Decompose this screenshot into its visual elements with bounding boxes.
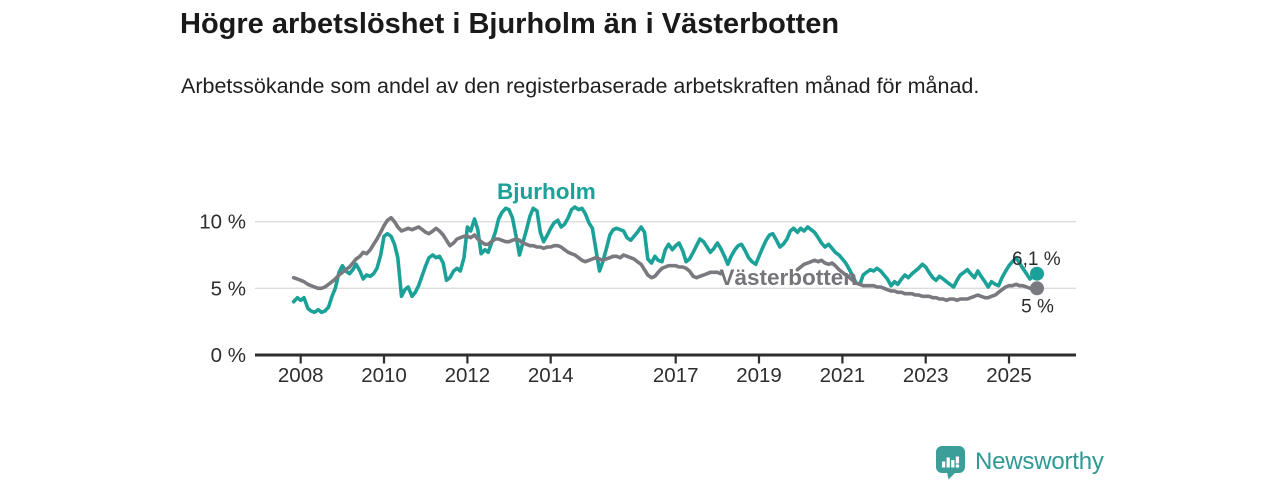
unemployment-line-chart: 2008 2010 2012 2014 2017 2019 2021 2023 2025 0 % 5… — [199, 179, 1076, 387]
page-title: Högre arbetslöshet i Bjurholm än i Väste… — [180, 8, 840, 40]
vasterbotten-line-segment-1 — [291, 215, 723, 291]
x-tick-label: 2008 — [278, 364, 324, 387]
x-tick-label: 2010 — [361, 364, 407, 387]
bjurholm-end-dot — [1030, 266, 1044, 281]
chart-subtitle: Arbetssökande som andel av den registerb… — [181, 74, 980, 98]
bjurholm-end-value-label: 6,1 % — [1012, 249, 1061, 270]
brand-name: Newsworthy — [975, 448, 1104, 475]
footer-brand: Newsworthy — [935, 444, 1104, 480]
chart-svg: 2008 2010 2012 2014 2017 2019 2021 2023 2025 0 % 5… — [199, 179, 1076, 387]
y-tick-label: 0 % — [211, 344, 246, 367]
bjurholm-series-label: Bjurholm — [497, 179, 596, 204]
bjurholm-line-segment-1 — [291, 205, 1039, 315]
vasterbotten-end-dot — [1030, 281, 1044, 296]
y-tick-label: 5 % — [211, 277, 246, 300]
x-tick-label: 2021 — [820, 364, 866, 387]
x-tick-label: 2017 — [653, 364, 699, 387]
x-tick-label: 2023 — [903, 364, 949, 387]
vasterbotten-line-segment-2 — [795, 258, 1039, 303]
vasterbotten-end-value-label: 5 % — [1021, 296, 1054, 317]
x-tick-label: 2025 — [986, 364, 1032, 387]
y-tick-label: 10 % — [199, 211, 246, 234]
x-tick-label: 2019 — [736, 364, 782, 387]
vasterbotten-series-label: Västerbotten — [720, 265, 858, 290]
x-tick-label: 2012 — [445, 364, 491, 387]
newsworthy-bars-bubble-icon — [936, 446, 965, 480]
x-tick-label: 2014 — [528, 364, 574, 387]
